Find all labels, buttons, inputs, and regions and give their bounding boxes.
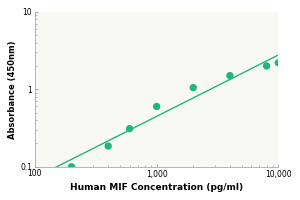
- Y-axis label: Absorbance (450nm): Absorbance (450nm): [8, 40, 17, 139]
- Point: [106, 144, 111, 148]
- Point: [276, 61, 281, 64]
- Point: [154, 105, 159, 108]
- Point: [69, 165, 74, 168]
- Point: [227, 74, 232, 77]
- Point: [127, 127, 132, 130]
- X-axis label: Human MIF Concentration (pg/ml): Human MIF Concentration (pg/ml): [70, 183, 243, 192]
- Point: [191, 86, 196, 89]
- Point: [264, 64, 269, 68]
